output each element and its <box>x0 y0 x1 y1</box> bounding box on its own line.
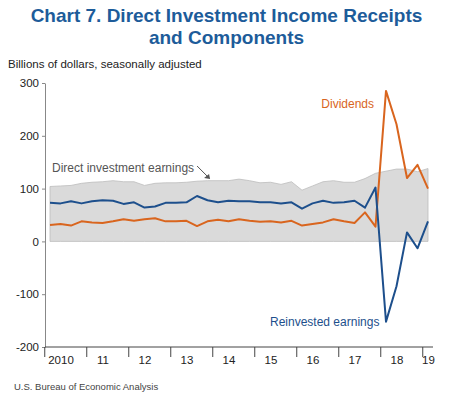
x-tick: 18 <box>391 354 404 366</box>
x-tick: 17 <box>349 354 362 366</box>
x-tick-label: 15 <box>265 354 278 366</box>
y-tick-label: 200 <box>20 130 39 142</box>
x-tick: 12 <box>139 354 152 366</box>
x-axis: 2010 11 12 13 14 15 16 17 18 19 <box>45 347 435 366</box>
x-tick: 11 <box>97 354 109 366</box>
year-separator <box>254 347 255 357</box>
x-tick: 14 <box>223 354 236 366</box>
y-tick: -200 <box>16 341 45 353</box>
subtitle: Billions of dollars, seasonally adjusted <box>8 58 202 70</box>
x-axis-line <box>45 347 433 348</box>
area-series <box>50 169 428 242</box>
year-separator <box>380 347 381 357</box>
line-series <box>50 91 428 227</box>
y-tick-mark <box>42 189 45 190</box>
y-tick-label: 0 <box>33 236 39 248</box>
x-tick-label: 14 <box>223 354 236 366</box>
y-tick: -100 <box>16 288 45 300</box>
x-tick-label: 11 <box>97 354 109 366</box>
x-tick-label: 16 <box>307 354 320 366</box>
y-tick-mark <box>42 136 45 137</box>
y-tick: 0 <box>33 236 45 248</box>
x-tick-label: 18 <box>391 354 404 366</box>
year-separator <box>338 347 339 357</box>
x-tick-label: 2010 <box>48 354 74 366</box>
plot-area <box>50 91 428 322</box>
year-separator <box>212 347 213 357</box>
year-separator <box>86 347 87 357</box>
y-axis: -200 -100 0 100 200 300 <box>16 77 46 353</box>
source: U.S. Bureau of Economic Analysis <box>14 381 158 392</box>
x-tick: 2010 <box>48 354 74 366</box>
x-tick: 13 <box>181 354 194 366</box>
label-arrow <box>197 166 208 177</box>
year-separator <box>170 347 171 357</box>
series-label: Dividends <box>321 97 374 111</box>
y-tick: 300 <box>20 77 45 89</box>
year-separator <box>422 347 423 357</box>
y-tick-mark <box>42 294 45 295</box>
year-separator <box>44 347 45 357</box>
x-tick: 19 <box>422 354 435 366</box>
line-series <box>50 188 428 322</box>
y-tick-label: 100 <box>20 183 39 195</box>
x-tick-label: 17 <box>349 354 362 366</box>
series-label: Direct investment earnings <box>52 161 194 175</box>
x-tick-label: 19 <box>422 354 435 366</box>
x-tick: 16 <box>307 354 320 366</box>
title: Chart 7. Direct Investment Income Receip… <box>31 5 423 48</box>
series-label: Reinvested earnings <box>270 315 379 329</box>
x-tick-label: 13 <box>181 354 194 366</box>
year-separator <box>296 347 297 357</box>
y-tick: 100 <box>20 183 45 195</box>
y-tick: 200 <box>20 130 45 142</box>
y-tick-label: -200 <box>16 341 39 353</box>
x-tick: 15 <box>265 354 278 366</box>
x-tick-label: 12 <box>139 354 152 366</box>
year-separator <box>128 347 129 357</box>
chart: Chart 7. Direct Investment Income Receip… <box>0 0 453 400</box>
y-tick-mark <box>42 241 45 242</box>
y-tick-mark <box>42 83 45 84</box>
y-axis-line <box>45 84 46 348</box>
label-arrowhead <box>204 174 210 179</box>
y-tick-label: 300 <box>20 77 39 89</box>
y-tick-label: -100 <box>16 288 39 300</box>
